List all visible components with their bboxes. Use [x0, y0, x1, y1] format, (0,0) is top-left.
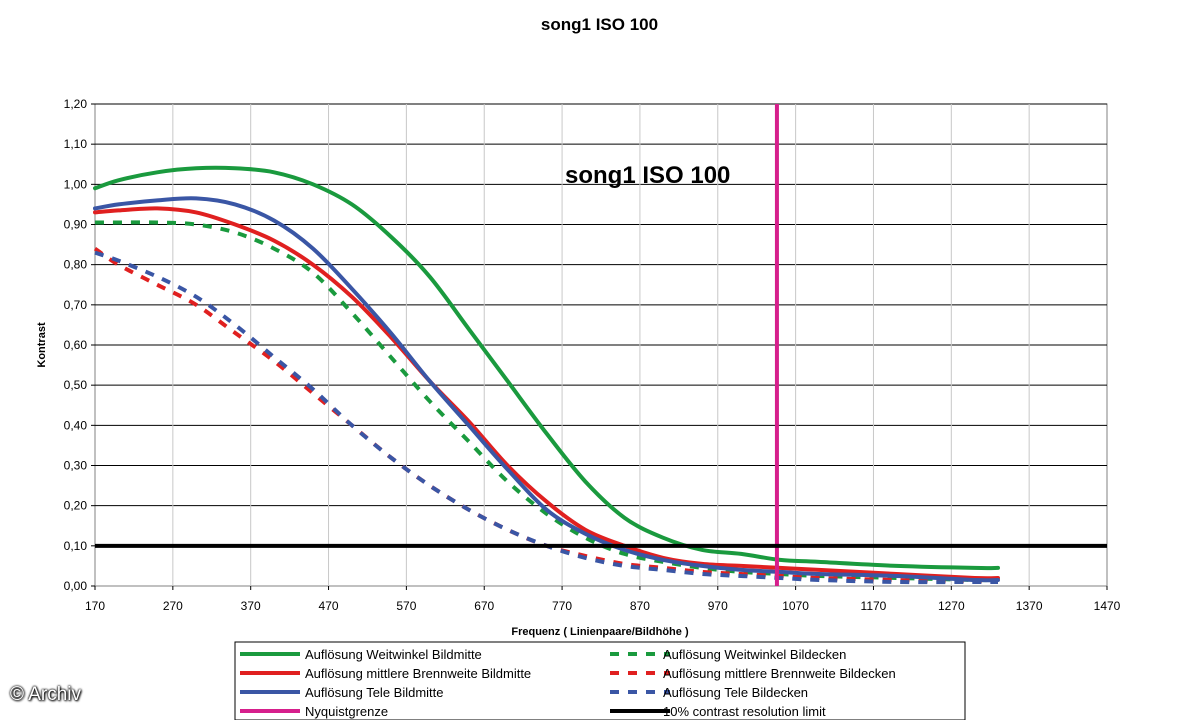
legend-label-1: Auflösung Weitwinkel Bildmitte — [305, 647, 482, 662]
y-tick-label: 0,70 — [64, 298, 88, 312]
y-tick-label: 0,40 — [64, 418, 88, 432]
y-tick-label: 0,80 — [64, 258, 88, 272]
series-layer — [93, 165, 1000, 585]
horizontal-gridlines — [95, 103, 1107, 547]
y-tick-label: 1,00 — [64, 177, 88, 191]
y-tick-label: 0,30 — [64, 459, 88, 473]
y-tick-label: 0,60 — [64, 338, 88, 352]
x-tick-label: 270 — [163, 599, 183, 613]
y-tick-label: 0,90 — [64, 218, 88, 232]
x-tick-label: 1070 — [782, 599, 809, 613]
y-tick-label: 0,50 — [64, 378, 88, 392]
x-tick-label: 1170 — [861, 599, 887, 613]
vertical-gridlines — [172, 104, 1030, 586]
legend-label-2: Auflösung Weitwinkel Bildecken — [663, 647, 846, 662]
series-line-5 — [93, 196, 1000, 583]
reference-lines — [95, 104, 1107, 586]
x-tick-label: 1270 — [938, 599, 965, 613]
inner-chart-title: song1 ISO 100 — [565, 162, 730, 189]
series-line-6 — [94, 250, 998, 585]
series-line-2 — [95, 220, 999, 583]
legend-label-6: Auflösung Tele Bildecken — [663, 685, 808, 700]
chart-title: song1 ISO 100 — [540, 15, 659, 34]
legend-box — [234, 641, 966, 720]
x-tick-label: 1370 — [1016, 599, 1043, 613]
x-tick-label: 970 — [708, 599, 728, 613]
y-tick-label: 0,00 — [64, 579, 88, 593]
y-tick-label: 1,10 — [64, 137, 88, 151]
y-axis-label: Kontrast — [36, 322, 48, 368]
series-line-1 — [93, 165, 1000, 571]
y-tick-label: 0,10 — [64, 539, 88, 553]
series-line-3 — [93, 206, 1000, 581]
legend-label-8: 10% contrast resolution limit — [663, 704, 826, 719]
x-tick-label: 370 — [241, 599, 261, 613]
legend: Auflösung Weitwinkel Bildmitte Auflösung … — [234, 641, 966, 720]
legend-label-5: Auflösung Tele Bildmitte — [305, 685, 444, 700]
x-axis-label: Frequenz ( Linienpaare/Bildhöhe ) — [511, 626, 689, 638]
legend-label-3: Auflösung mittlere Brennweite Bildmitte — [305, 666, 531, 681]
x-tick-label: 470 — [319, 599, 339, 613]
x-tick-label: 870 — [630, 599, 650, 613]
x-tick-label: 170 — [85, 599, 105, 613]
x-tick-label: 770 — [552, 599, 572, 613]
legend-label-4: Auflösung mittlere Brennweite Bildecken — [663, 666, 896, 681]
x-axis-ticks: 170 270 370 470 570 670 770 870 970 1070 1170 1270 1… — [85, 586, 1121, 613]
y-tick-label: 1,20 — [64, 97, 88, 111]
legend-label-7: Nyquistgrenze — [305, 704, 388, 719]
y-tick-label: 0,20 — [64, 499, 88, 513]
y-axis-ticks: 0,00 0,10 0,20 0,30 0,40 0,50 0,60 0,70 0,80 0,90… — [64, 97, 95, 593]
x-tick-label: 570 — [396, 599, 416, 613]
x-tick-label: 1470 — [1094, 599, 1121, 613]
copyright-watermark: © Archiv — [10, 684, 82, 705]
x-tick-label: 670 — [474, 599, 494, 613]
